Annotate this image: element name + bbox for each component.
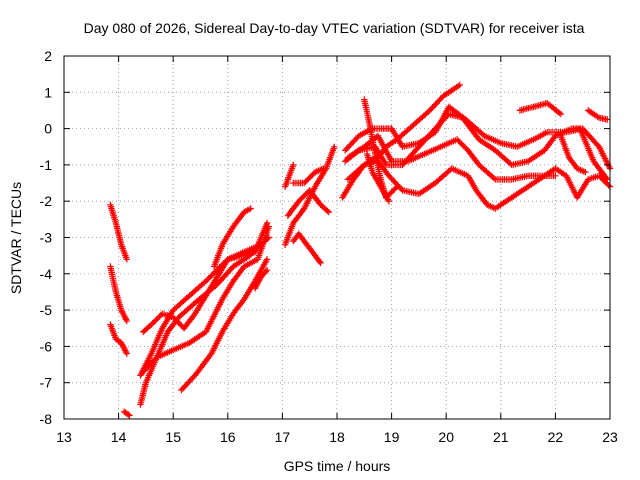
- series-track-b: [107, 263, 130, 325]
- x-tick-label: 19: [384, 429, 400, 445]
- series-track-g: [140, 219, 271, 336]
- series-track-j: [211, 205, 254, 270]
- x-tick-label: 15: [165, 429, 181, 445]
- tick-labels-layer: 13 14 15 16 17 18 19 20 21 22 23210-1-2-3-4-5-6-7-…: [40, 48, 618, 445]
- series-markers: [140, 223, 272, 375]
- series-track-a: [107, 201, 130, 263]
- series-markers: [211, 205, 254, 270]
- series-markers: [140, 219, 271, 336]
- series-track-x: [516, 100, 565, 118]
- series-markers: [178, 256, 271, 394]
- y-tick-label: -7: [40, 375, 53, 391]
- x-tick-label: 21: [493, 429, 509, 445]
- x-tick-label: 13: [56, 429, 72, 445]
- y-tick-label: 2: [44, 48, 52, 64]
- x-tick-label: 17: [275, 429, 291, 445]
- series-markers: [251, 267, 271, 292]
- series-track-o: [290, 165, 327, 187]
- y-axis-label: SDTVAR / TECUs: [8, 182, 24, 294]
- marks-layer: [107, 81, 614, 419]
- series-markers: [290, 230, 324, 267]
- series-track-z: [585, 107, 611, 123]
- series-markers: [516, 100, 565, 118]
- y-tick-label: -4: [40, 266, 53, 282]
- x-tick-label: 14: [111, 429, 127, 445]
- x-tick-label: 20: [438, 429, 454, 445]
- series-track-y: [557, 132, 589, 176]
- y-tick-label: -5: [40, 302, 53, 318]
- y-tick-label: -2: [40, 193, 53, 209]
- series-markers: [107, 201, 130, 263]
- ticks-layer: [63, 55, 611, 420]
- series-markers: [363, 150, 393, 205]
- y-tick-label: 0: [44, 121, 52, 137]
- series-markers: [290, 165, 327, 187]
- series-markers: [120, 408, 133, 419]
- y-tick-label: -1: [40, 157, 53, 173]
- series-markers: [107, 321, 130, 357]
- series-markers: [281, 143, 338, 248]
- x-tick-label: 16: [220, 429, 236, 445]
- series-track-k: [251, 267, 271, 292]
- x-tick-label: 22: [548, 429, 564, 445]
- grid-layer: [63, 55, 611, 420]
- series-markers: [281, 161, 297, 190]
- y-tick-label: -8: [40, 411, 53, 427]
- y-tick-label: 1: [44, 84, 52, 100]
- series-track-i: [178, 256, 271, 394]
- series-track-p: [290, 230, 324, 267]
- x-tick-label: 18: [329, 429, 345, 445]
- y-tick-label: -6: [40, 338, 53, 354]
- series-track-c: [107, 321, 130, 357]
- series-markers: [107, 263, 130, 325]
- series-track-h: [140, 223, 272, 375]
- series-track-n: [284, 187, 332, 219]
- series-track-l: [281, 161, 297, 190]
- x-tick-label: 23: [602, 429, 618, 445]
- y-tick-label: -3: [40, 230, 53, 246]
- series-track-d: [120, 408, 133, 419]
- x-axis-label: GPS time / hours: [284, 458, 391, 474]
- series-track-w: [363, 150, 393, 205]
- series-markers: [585, 107, 611, 123]
- chart-title: Day 080 of 2026, Sidereal Day-to-day VTE…: [84, 20, 585, 36]
- series-markers: [284, 187, 332, 219]
- series-track-m: [281, 143, 338, 248]
- series-markers: [557, 132, 589, 176]
